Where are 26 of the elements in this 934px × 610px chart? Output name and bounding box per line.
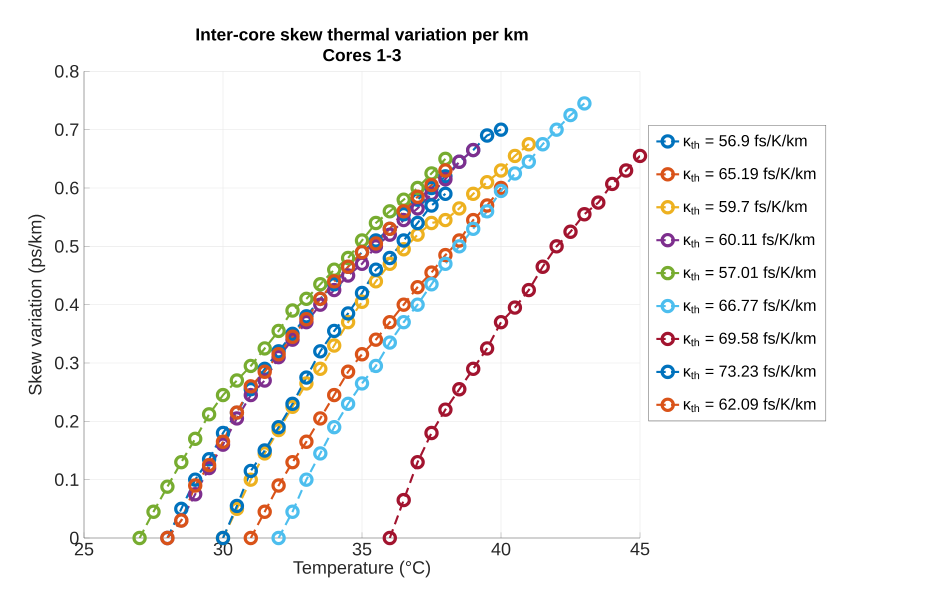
x-tick-label: 35 [352,542,372,556]
y-tick-label: 0.2 [54,414,78,428]
y-tick-label: 0.7 [54,123,78,136]
chart-title: Inter-core skew thermal variation per km [196,28,528,44]
legend-label: κ$_{th}$ = 60.11 fs/K/km [684,233,814,248]
y-tick-label: 0.3 [54,356,78,370]
x-tick-label: 45 [630,542,650,556]
chart-subtitle: Cores 1-3 [323,48,401,62]
legend-label: κ$_{th}$ = 62.09 fs/K/km [684,398,816,412]
legend-label: κ$_{th}$ = 56.9 fs/K/km [684,134,807,149]
y-tick-label: 0.1 [54,473,78,486]
legend-label: κ$_{th}$ = 73.23 fs/K/km [684,365,816,380]
y-tick-label: 0 [70,532,79,544]
legend-label: κ$_{th}$ = 69.58 fs/K/km [684,332,816,346]
legend-label: κ$_{th}$ = 59.7 fs/K/km [684,200,807,215]
y-tick-label: 0.8 [54,64,78,78]
x-tick-label: 40 [491,542,510,556]
x-tick-label: 25 [74,542,94,556]
legend-label: κ$_{th}$ = 57.01 fs/K/km [684,266,816,280]
y-tick-label: 0.5 [54,240,79,253]
x-axis-title: Temperature (°C) [293,560,430,578]
legend-label: κ$_{th}$ = 65.19 fs/K/km [684,168,816,182]
y-tick-label: 0.6 [54,182,78,194]
y-axis-title: Skew variation (ps/km) [28,214,46,395]
y-tick-label: 0.4 [54,298,79,312]
legend-label: κ$_{th}$ = 66.77 fs/K/km [684,299,816,314]
